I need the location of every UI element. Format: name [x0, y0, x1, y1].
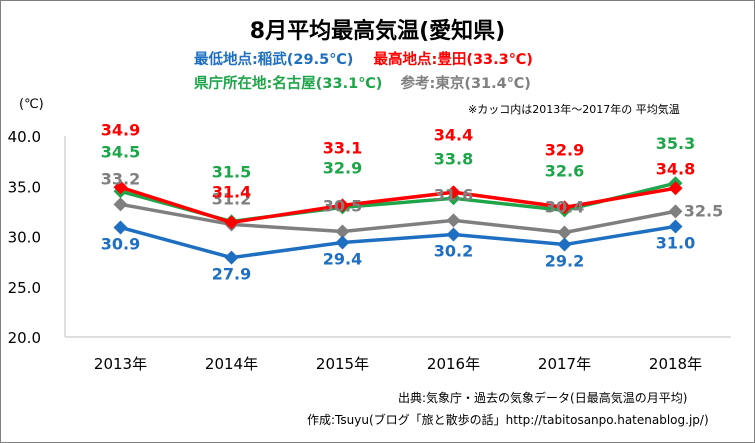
- x-tick-label: 2018年: [649, 355, 702, 373]
- data-label-pref: 33.8: [434, 149, 473, 168]
- series-line-low: [120, 224, 676, 260]
- source-credit: 出典:気象庁・過去の気象データ(日最高気温の月平均): [398, 391, 688, 405]
- author-credit: 作成:Tsuyu(ブログ「旅と散歩の話」http://tabitosanpo.h…: [307, 413, 709, 427]
- data-label-ref: 31.2: [212, 189, 251, 208]
- data-point-low: [335, 235, 350, 250]
- data-label-low: 29.2: [545, 252, 584, 271]
- data-label-low: 27.9: [212, 265, 251, 284]
- low-station-label: 最低地点:稲武(29.5℃): [194, 52, 354, 68]
- data-label-low: 29.4: [323, 250, 362, 269]
- data-point-high: [113, 180, 128, 195]
- series-line-ref: [120, 202, 676, 235]
- data-label-high: 34.9: [101, 120, 140, 139]
- y-tick-label: 40.0: [8, 128, 41, 146]
- data-label-pref: 32.6: [545, 161, 584, 180]
- data-point-high: [446, 185, 461, 200]
- x-tick-label: 2015年: [316, 355, 369, 373]
- y-axis-unit: (℃): [19, 97, 44, 112]
- y-tick-label: 20.0: [8, 329, 41, 347]
- data-label-pref: 32.9: [323, 158, 362, 177]
- data-point-low: [446, 227, 461, 242]
- data-label-high: 32.9: [545, 140, 584, 159]
- data-label-ref: 31.6: [434, 185, 473, 204]
- data-label-high: 34.4: [434, 125, 473, 144]
- data-label-ref: 30.5: [323, 196, 362, 215]
- data-label-pref: 35.3: [656, 134, 695, 153]
- data-point-low: [113, 220, 128, 235]
- y-tick-label: 25.0: [8, 279, 41, 297]
- prefectural-capital-label: 県庁所在地:名古屋(33.1℃): [194, 76, 383, 92]
- data-label-low: 30.9: [101, 234, 140, 253]
- x-tick-label: 2013年: [94, 355, 147, 373]
- data-point-ref: [668, 204, 683, 219]
- data-label-ref: 33.2: [101, 169, 140, 188]
- data-point-ref: [557, 225, 572, 240]
- data-label-ref: 30.4: [545, 197, 584, 216]
- chart-title: 8月平均最高気温(愛知県): [249, 19, 506, 44]
- data-label-pref: 31.5: [212, 162, 251, 181]
- average-note: ※カッコ内は2013年～2017年の 平均気温: [468, 103, 680, 116]
- data-label-pref: 34.5: [101, 142, 140, 161]
- high-station-label: 最高地点:豊田(33.3℃): [373, 52, 533, 68]
- data-label-ref: 32.5: [684, 201, 723, 220]
- data-point-ref: [335, 224, 350, 239]
- data-point-high: [668, 181, 683, 196]
- data-label-high: 31.4: [212, 182, 251, 201]
- data-point-high: [557, 200, 572, 215]
- data-point-low: [224, 250, 239, 265]
- reference-tokyo-label: 参考:東京(31.4℃): [400, 76, 531, 92]
- data-point-low: [668, 219, 683, 234]
- x-tick-label: 2017年: [538, 355, 591, 373]
- data-label-low: 30.2: [434, 241, 473, 260]
- data-point-low: [557, 237, 572, 252]
- data-point-ref: [446, 213, 461, 228]
- x-tick-label: 2014年: [205, 355, 258, 373]
- data-point-ref: [113, 197, 128, 212]
- data-label-high: 33.1: [323, 138, 362, 157]
- data-point-high: [224, 215, 239, 230]
- y-tick-label: 30.0: [8, 229, 41, 247]
- series-line-high: [119, 185, 676, 225]
- data-label-high: 34.8: [656, 159, 695, 178]
- y-tick-label: 35.0: [8, 178, 41, 196]
- subtitle-row-2: 県庁所在地:名古屋(33.1℃) 参考:東京(31.4℃): [194, 72, 531, 93]
- data-point-high: [335, 198, 350, 213]
- x-tick-label: 2016年: [427, 355, 480, 373]
- data-label-low: 31.0: [656, 233, 695, 252]
- subtitle-row-1: 最低地点:稲武(29.5℃) 最高地点:豊田(33.3℃): [194, 48, 533, 69]
